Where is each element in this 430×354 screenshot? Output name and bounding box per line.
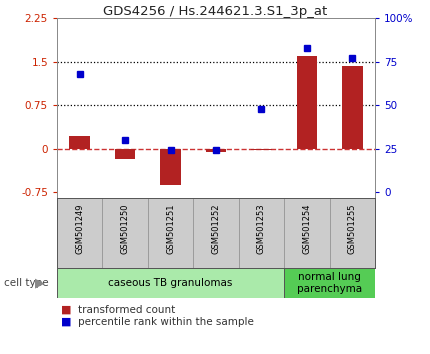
Text: cell type: cell type	[4, 278, 49, 288]
Text: ■: ■	[61, 305, 72, 315]
Bar	[160, 149, 181, 185]
Bar	[57, 268, 284, 298]
Text: GSM501254: GSM501254	[302, 204, 311, 254]
Text: percentile rank within the sample: percentile rank within the sample	[79, 317, 255, 327]
Text: transformed count: transformed count	[79, 305, 176, 315]
Bar	[284, 268, 375, 298]
Bar	[251, 149, 272, 150]
Text: GSM501255: GSM501255	[348, 204, 357, 254]
Text: GSM501253: GSM501253	[257, 204, 266, 254]
Text: GDS4256 / Hs.244621.3.S1_3p_at: GDS4256 / Hs.244621.3.S1_3p_at	[103, 5, 327, 18]
Bar	[342, 66, 362, 149]
Text: GSM501252: GSM501252	[212, 204, 221, 254]
Text: ▶: ▶	[35, 276, 45, 290]
Bar	[297, 56, 317, 149]
Text: GSM501250: GSM501250	[121, 204, 129, 254]
Text: normal lung
parenchyma: normal lung parenchyma	[297, 272, 362, 294]
Bar	[70, 136, 90, 149]
Bar	[115, 149, 135, 159]
Text: caseous TB granulomas: caseous TB granulomas	[108, 278, 233, 288]
Bar	[206, 149, 226, 152]
Text: ■: ■	[61, 317, 72, 327]
Text: GSM501249: GSM501249	[75, 204, 84, 254]
Text: GSM501251: GSM501251	[166, 204, 175, 254]
